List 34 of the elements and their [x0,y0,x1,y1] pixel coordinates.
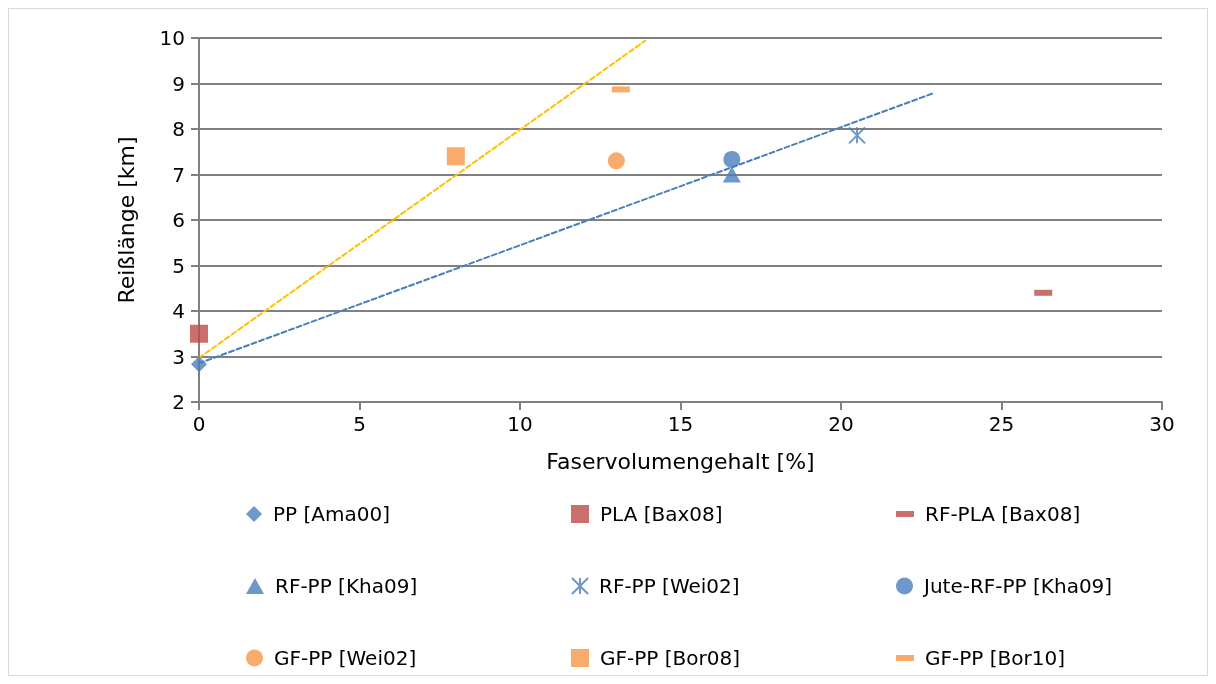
point [191,356,207,373]
legend-label: PLA [Bax08] [600,502,723,526]
point [190,324,208,343]
y-tick-label: 6 [172,208,185,232]
x-tick-label: 10 [507,412,533,436]
y-tick-label: 2 [172,390,185,414]
point [446,147,465,166]
legend-label: PP [Ama00] [273,502,390,526]
legend-label: Jute-RF-PP [Kha09] [922,574,1113,598]
x-tick-label: 20 [828,412,854,436]
legend-label: RF-PP [Wei02] [599,574,740,598]
x-tick-label: 5 [353,412,366,436]
y-tick-label: 4 [172,299,185,323]
y-axis-title: Reißlänge [km] [113,136,139,304]
y-tick-label: 8 [172,117,185,141]
y-tick-label: 10 [159,26,185,50]
y-tick-label: 9 [172,71,185,96]
point [722,166,741,183]
point [723,150,741,168]
y-tick-label: 7 [172,162,185,187]
x-tick-label: 15 [667,412,694,436]
x-tick-label: 30 [1149,412,1175,436]
legend-label: GF-PP [Wei02] [274,646,417,670]
x-tick-label: 25 [988,412,1015,436]
x-axis-title: Faservolumengehalt [%] [546,448,815,474]
point [607,152,625,170]
legend-label: GF-PP [Bor10] [925,646,1065,670]
point [848,126,867,145]
legend-label: RF-PLA [Bax08] [925,502,1081,526]
legend-label: GF-PP [Bor08] [600,646,740,670]
y-tick-label: 3 [172,344,185,369]
y-tick-label: 5 [172,253,185,278]
legend-label: RF-PP [Kha09] [275,574,418,598]
x-tick-label: 0 [192,412,206,436]
